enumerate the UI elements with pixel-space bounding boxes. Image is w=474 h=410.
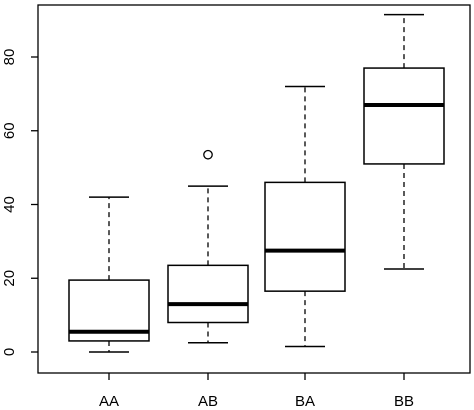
plot-area: 0 20 40 60 80 AA AB BA BB — [1, 4, 471, 410]
x-tick-label: AA — [99, 393, 119, 410]
y-tick-label: 40 — [1, 196, 18, 213]
y-tick-label: 0 — [1, 348, 18, 356]
plot-frame — [37, 4, 471, 374]
outlier-point — [203, 149, 213, 160]
y-tick-label: 80 — [1, 49, 18, 66]
x-tick-label: BA — [295, 393, 315, 410]
iqr-box — [264, 181, 346, 292]
y-tick-label: 20 — [1, 270, 18, 287]
x-tick-label: AB — [198, 393, 218, 410]
x-tick-label: BB — [394, 393, 414, 410]
iqr-box — [363, 67, 445, 165]
iqr-box — [167, 264, 249, 324]
y-tick-label: 60 — [1, 122, 18, 139]
